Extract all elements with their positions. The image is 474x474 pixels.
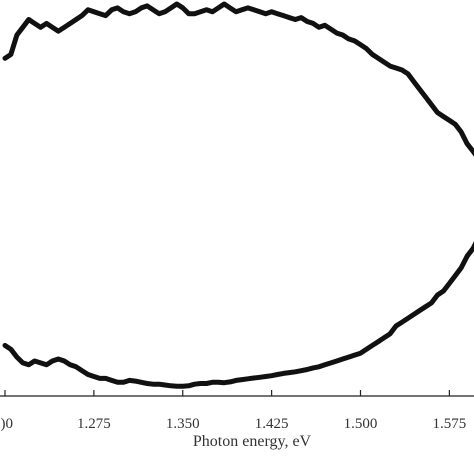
x-tick-label: 1.500 [344, 416, 378, 432]
series-layer [2, 1, 474, 389]
series-line-2 [2, 241, 474, 389]
x-tick-label: 1.425 [255, 416, 289, 432]
x-tick-label: 1.275 [77, 416, 111, 432]
x-axis-label: Photon energy, eV [193, 433, 312, 450]
x-tick-label: )0 [1, 416, 14, 432]
x-tick-label: 1.350 [166, 416, 200, 432]
series-line-1 [2, 1, 474, 157]
x-axis: )0 1.275 1.350 1.425 1.500 1.575 [0, 390, 474, 432]
x-tick-label: 1.575 [433, 416, 467, 432]
